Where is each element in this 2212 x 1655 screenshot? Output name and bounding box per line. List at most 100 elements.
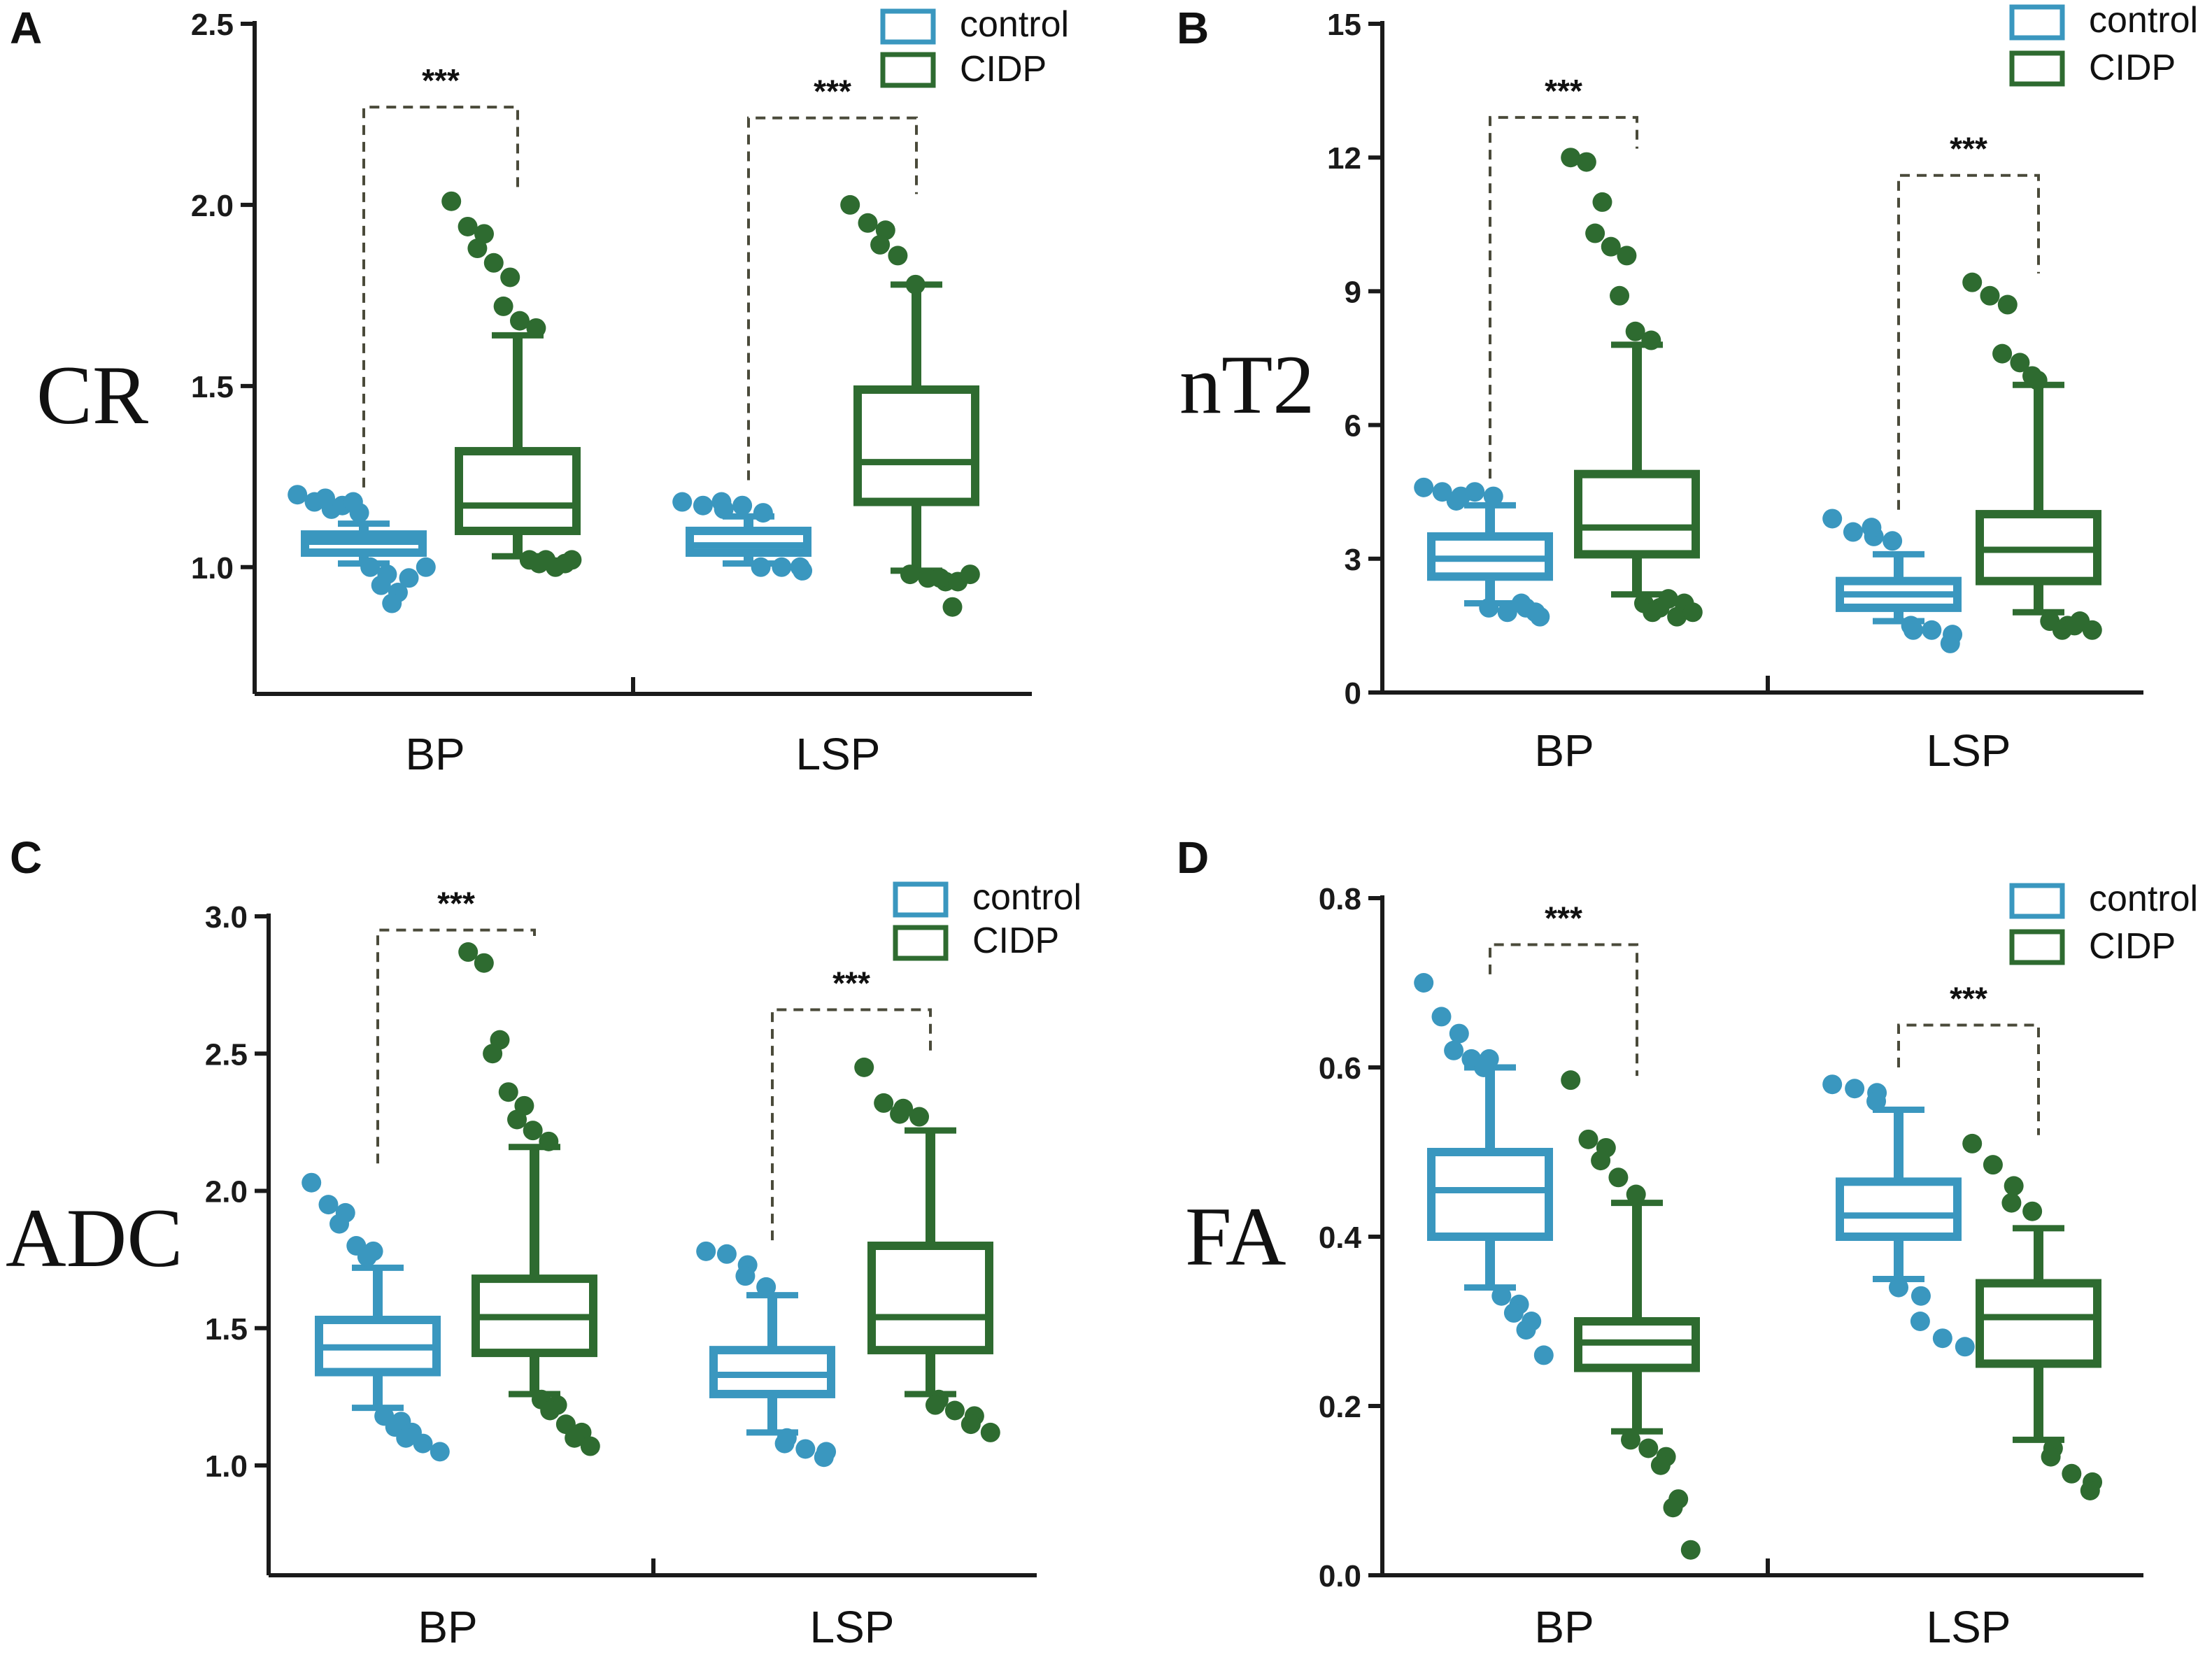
panel-c-lsp-cidp-outlier <box>874 1093 894 1113</box>
panel-b-bp-cidp-outlier <box>1625 321 1645 341</box>
panel-d-lsp-cidp-outlier <box>2022 1201 2043 1221</box>
panel-b-lsp-control-outlier <box>1862 518 1882 538</box>
panel-d-ytick-label: 0.0 <box>1319 1559 1361 1593</box>
panel-a-lsp-control-outlier <box>753 503 773 523</box>
panel-b-ytick-label: 0 <box>1345 676 1361 711</box>
panel-a-legend-control-swatch <box>880 8 936 45</box>
panel-a-lsp-control-outlier <box>672 492 693 512</box>
panel-b-bp-cidp-outlier <box>1610 285 1630 306</box>
panel-d-bp-cidp-outlier <box>1608 1167 1629 1188</box>
panel-b-bp-cidp-outlier <box>1667 606 1687 627</box>
panel-c-lsp-cidp-outlier <box>909 1107 930 1127</box>
panel-c-lsp-cidp-box <box>867 1242 993 1355</box>
panel-b-bp-control-outlier <box>1414 477 1434 497</box>
panel-a-lsp-control-outlier <box>732 495 753 516</box>
panel-a-bp-control-outlier <box>382 593 402 613</box>
panel-d-bp-control-box <box>1427 1148 1553 1241</box>
panel-d-bp-control-outlier <box>1491 1286 1512 1306</box>
panel-d-ytick-label: 0.8 <box>1319 882 1361 916</box>
panel-a-bp-cidp-outlier <box>467 239 488 259</box>
panel-c-bp-cidp-outlier <box>523 1121 543 1141</box>
panel-a-bp-control-outlier <box>316 488 336 509</box>
panel-c-bracket-lsp <box>771 1008 932 1241</box>
panel-a-ytick-label: 1.5 <box>191 370 234 404</box>
panel-d-bp-control-outlier <box>1516 1320 1536 1340</box>
panel-a-bp-cidp-outlier <box>493 296 513 316</box>
panel-d-lsp-cidp-outlier <box>1962 1133 1983 1153</box>
panel-d-bp-cidp-outlier <box>1650 1455 1671 1475</box>
panel-d: D FA BP LSP control CIDP *** *** 0.0 0.2 0… <box>1177 832 2198 1652</box>
panel-d-ylabel: FA <box>1185 1190 1286 1283</box>
panel-c-bp-cidp-outlier <box>507 1109 527 1130</box>
panel-d-legend-control: control <box>2089 879 2198 919</box>
panel-b-bp-control-outlier <box>1497 602 1517 623</box>
panel-a-ylabel: CR <box>36 348 148 441</box>
panel-d-lsp-cidp-outlier <box>2004 1176 2024 1196</box>
panel-c-bracket-bp <box>376 928 536 1164</box>
panel-d-bp-control-outlier <box>1414 973 1434 993</box>
panel-a-lsp-control-outlier <box>790 557 810 577</box>
panel-d-lsp-cidp-outlier <box>2080 1481 2100 1500</box>
panel-c-lsp-control-outlier <box>795 1439 816 1459</box>
panel-d-bp-cidp-outlier <box>1680 1540 1701 1560</box>
panel-d-lsp-control-outlier <box>1889 1277 1908 1298</box>
panel-b-bp-cidp-outlier <box>1617 246 1637 266</box>
panel-a-lsp-cidp-outlier <box>888 246 908 266</box>
panel-d-sig-bp: *** <box>1545 900 1582 937</box>
panel-d-legend-cidp-swatch <box>2009 929 2065 965</box>
panel-b-bp-control-outlier <box>1479 597 1499 618</box>
panel-d-lsp-control-outlier <box>1822 1074 1843 1095</box>
panel-b-ylabel: nT2 <box>1179 338 1314 431</box>
panel-b-bp-control-outlier <box>1465 482 1485 502</box>
panel-b-bp-cidp-outlier <box>1576 152 1596 172</box>
panel-a-bracket-lsp <box>747 116 918 481</box>
panel-c-lsp-control-outlier <box>696 1241 716 1261</box>
panel-b-letter: B <box>1177 3 1209 53</box>
panel-b-lsp-control-outlier <box>1822 509 1843 529</box>
panel-a-lsp-control-outlier <box>751 557 771 577</box>
panel-b-ytick-label: 15 <box>1327 8 1361 42</box>
panel-c-lsp-control-outlier <box>756 1277 777 1297</box>
panel-b-lsp-cidp-outlier <box>1992 343 2013 364</box>
panel-a-bp-control-outlier <box>371 575 391 595</box>
panel-b-lsp-cidp-outlier <box>2082 620 2102 640</box>
panel-d-bracket-lsp <box>1897 1023 2040 1135</box>
panel-b-ytick-label: 6 <box>1345 409 1361 443</box>
panel-a-bp-cidp-outlier <box>529 553 549 574</box>
panel-d-xcat-lsp: LSP <box>1927 1602 2011 1652</box>
panel-b-sig-bp: *** <box>1545 73 1582 109</box>
panel-c-bp-cidp-outlier <box>540 1400 560 1421</box>
panel-b-lsp-control-outlier <box>1843 522 1863 542</box>
panel-d-bp-cidp-outlier <box>1638 1438 1659 1458</box>
panel-a-bp-control-outlier <box>360 557 381 577</box>
panel-c-ylabel: ADC <box>6 1191 183 1284</box>
panel-c: C ADC BP LSP control CIDP *** *** 1.0 1.5… <box>6 832 1082 1652</box>
panel-d-bp-control-outlier <box>1533 1345 1554 1365</box>
panel-d-letter: D <box>1177 832 1209 883</box>
panel-b-xcat-bp: BP <box>1534 725 1594 776</box>
panel-b-legend-cidp-swatch <box>2009 50 2065 87</box>
panel-d-bp-control-outlier <box>1444 1040 1464 1060</box>
panel-a-lsp-control-outlier <box>693 495 713 516</box>
panel-c-bp-cidp-outlier <box>498 1082 518 1102</box>
panel-d-lsp-cidp-box <box>1976 1279 2101 1368</box>
panel-b-bp-cidp-outlier <box>1601 236 1621 257</box>
panel-a-sig-lsp: *** <box>814 73 851 110</box>
panel-b-bracket-bp <box>1489 115 1638 479</box>
panel-c-lsp-control-outlier <box>814 1447 834 1468</box>
panel-b-bp-cidp-outlier <box>1561 148 1581 168</box>
panel-d-bp-control-outlier <box>1503 1302 1524 1323</box>
panel-a-bp-cidp-outlier <box>483 253 504 273</box>
panel-c-legend-cidp: CIDP <box>972 921 1059 961</box>
panel-d-bp-control-outlier <box>1449 1023 1469 1044</box>
panel-b-lsp-cidp-outlier <box>2022 366 2042 386</box>
panel-b-ytick-label: 12 <box>1327 141 1361 176</box>
panel-d-sig-lsp: *** <box>1950 981 1987 1017</box>
panel-c-bp-control-outlier <box>329 1214 350 1234</box>
panel-c-lsp-control-outlier <box>774 1433 795 1454</box>
panel-a-xcat-lsp: LSP <box>796 729 881 779</box>
panel-a-sig-bp: *** <box>422 62 460 99</box>
panel-b-xcat-lsp: LSP <box>1927 725 2011 776</box>
panel-c-xcat-lsp: LSP <box>810 1602 895 1652</box>
